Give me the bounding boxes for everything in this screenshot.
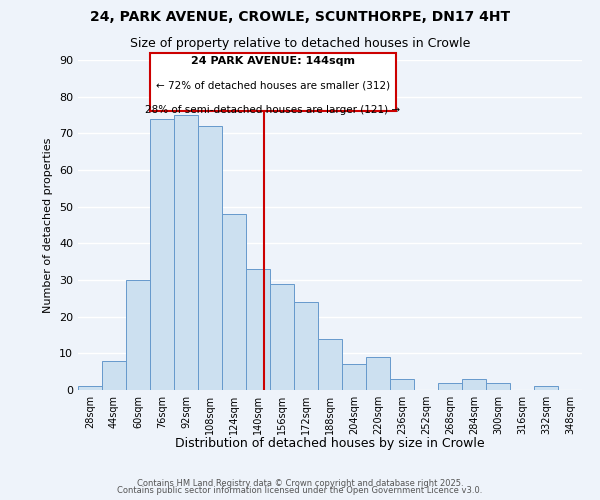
Bar (318, 338, 342, 390)
FancyBboxPatch shape (150, 52, 396, 112)
Bar (486, 382, 510, 390)
Bar (78, 386, 102, 390)
Text: Size of property relative to detached houses in Crowle: Size of property relative to detached ho… (130, 38, 470, 51)
Text: Contains HM Land Registry data © Crown copyright and database right 2025.: Contains HM Land Registry data © Crown c… (137, 478, 463, 488)
Bar (102, 360, 126, 390)
X-axis label: Distribution of detached houses by size in Crowle: Distribution of detached houses by size … (175, 437, 485, 450)
Bar (534, 386, 558, 390)
Bar (438, 382, 462, 390)
Bar (270, 284, 294, 390)
Bar (342, 364, 366, 390)
Bar (198, 126, 222, 390)
Text: 24, PARK AVENUE, CROWLE, SCUNTHORPE, DN17 4HT: 24, PARK AVENUE, CROWLE, SCUNTHORPE, DN1… (90, 10, 510, 24)
Bar (246, 269, 270, 390)
Text: ← 72% of detached houses are smaller (312): ← 72% of detached houses are smaller (31… (156, 80, 390, 90)
Y-axis label: Number of detached properties: Number of detached properties (43, 138, 53, 312)
Text: Contains public sector information licensed under the Open Government Licence v3: Contains public sector information licen… (118, 486, 482, 495)
Text: 28% of semi-detached houses are larger (121) →: 28% of semi-detached houses are larger (… (145, 106, 401, 116)
Bar (222, 214, 246, 390)
Bar (294, 302, 318, 390)
Bar (150, 118, 174, 390)
Bar (462, 379, 486, 390)
Text: 24 PARK AVENUE: 144sqm: 24 PARK AVENUE: 144sqm (191, 56, 355, 66)
Bar (366, 357, 390, 390)
Bar (174, 115, 198, 390)
Bar (126, 280, 150, 390)
Bar (390, 379, 414, 390)
